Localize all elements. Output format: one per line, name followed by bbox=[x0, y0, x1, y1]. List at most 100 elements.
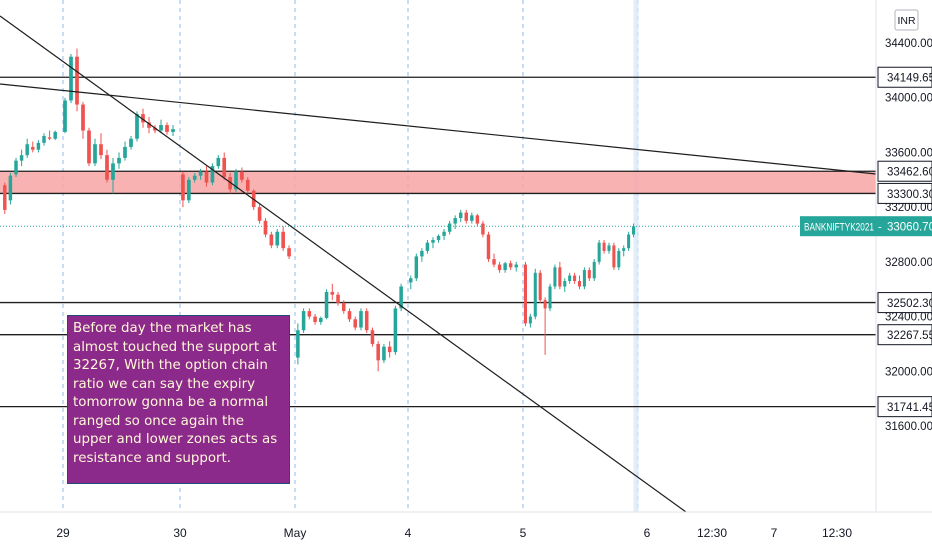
candle[interactable] bbox=[503, 261, 507, 273]
candle[interactable] bbox=[171, 125, 175, 137]
candle[interactable] bbox=[159, 119, 163, 134]
candle[interactable] bbox=[436, 234, 441, 243]
candle[interactable] bbox=[99, 133, 103, 160]
candle[interactable] bbox=[287, 245, 291, 260]
candle[interactable] bbox=[577, 275, 582, 290]
candle[interactable] bbox=[204, 166, 209, 187]
candle[interactable] bbox=[341, 300, 346, 314]
candle[interactable] bbox=[257, 204, 262, 224]
candle[interactable] bbox=[414, 253, 419, 282]
currency-badge[interactable] bbox=[894, 9, 919, 31]
candle[interactable] bbox=[93, 138, 97, 167]
candle[interactable] bbox=[508, 260, 513, 271]
candle[interactable] bbox=[75, 48, 79, 112]
candle[interactable] bbox=[240, 167, 244, 183]
candle[interactable] bbox=[425, 239, 430, 254]
candle[interactable] bbox=[123, 141, 127, 161]
candle[interactable] bbox=[387, 341, 392, 358]
candle[interactable] bbox=[228, 172, 232, 194]
candle[interactable] bbox=[622, 245, 626, 257]
candle[interactable] bbox=[275, 229, 280, 249]
candle[interactable] bbox=[31, 141, 35, 153]
candle[interactable] bbox=[543, 297, 547, 355]
candle[interactable] bbox=[453, 215, 457, 230]
candle[interactable] bbox=[141, 108, 145, 128]
candle[interactable] bbox=[245, 177, 250, 194]
candle[interactable] bbox=[548, 283, 552, 312]
candle[interactable] bbox=[336, 291, 340, 306]
candle[interactable] bbox=[359, 308, 363, 331]
annotation-note[interactable]: Before day the market has almost touched… bbox=[67, 315, 290, 484]
candle[interactable] bbox=[563, 278, 567, 292]
candle[interactable] bbox=[234, 168, 238, 193]
candle[interactable] bbox=[370, 327, 375, 347]
candle[interactable] bbox=[269, 231, 274, 249]
candle[interactable] bbox=[528, 313, 532, 328]
candle[interactable] bbox=[135, 111, 139, 142]
candle[interactable] bbox=[459, 209, 463, 223]
candle[interactable] bbox=[307, 308, 312, 320]
candle[interactable] bbox=[597, 239, 601, 265]
candle[interactable] bbox=[382, 343, 386, 364]
candle[interactable] bbox=[497, 261, 502, 273]
candle[interactable] bbox=[111, 157, 115, 194]
level-price-badge[interactable] bbox=[877, 182, 932, 204]
candle[interactable] bbox=[330, 283, 335, 301]
candle[interactable] bbox=[42, 133, 46, 146]
zone-rect[interactable] bbox=[0, 171, 876, 194]
candle[interactable] bbox=[81, 101, 85, 139]
candle[interactable] bbox=[607, 242, 611, 254]
candle[interactable] bbox=[409, 275, 413, 290]
candle[interactable] bbox=[442, 229, 446, 240]
candle[interactable] bbox=[198, 168, 203, 180]
candle[interactable] bbox=[481, 220, 485, 238]
candle[interactable] bbox=[222, 152, 227, 180]
candle[interactable] bbox=[587, 267, 591, 282]
candle[interactable] bbox=[19, 149, 24, 167]
candle[interactable] bbox=[573, 272, 577, 284]
candle[interactable] bbox=[216, 155, 221, 169]
candle[interactable] bbox=[447, 220, 452, 235]
candle[interactable] bbox=[3, 182, 7, 214]
current-price-tag[interactable] bbox=[800, 216, 932, 237]
level-price-badge[interactable] bbox=[877, 324, 932, 346]
candle[interactable] bbox=[36, 140, 41, 153]
candle[interactable] bbox=[475, 213, 480, 227]
candle[interactable] bbox=[558, 261, 562, 290]
candle[interactable] bbox=[313, 313, 317, 325]
candle[interactable] bbox=[147, 116, 151, 134]
candle[interactable] bbox=[431, 237, 435, 249]
candle[interactable] bbox=[364, 308, 369, 333]
candle[interactable] bbox=[617, 248, 621, 271]
candle[interactable] bbox=[464, 209, 468, 224]
candle[interactable] bbox=[105, 149, 109, 183]
candle[interactable] bbox=[324, 289, 329, 320]
candle[interactable] bbox=[25, 138, 29, 158]
candle[interactable] bbox=[187, 177, 191, 204]
candle[interactable] bbox=[117, 152, 121, 169]
candle[interactable] bbox=[47, 130, 52, 141]
candle[interactable] bbox=[632, 223, 636, 238]
trendline-descending-shallow[interactable] bbox=[0, 83, 877, 175]
candle[interactable] bbox=[192, 172, 197, 183]
candle[interactable] bbox=[87, 127, 91, 167]
candle[interactable] bbox=[592, 259, 596, 282]
level-price-badge[interactable] bbox=[877, 66, 932, 88]
candle[interactable] bbox=[301, 308, 306, 333]
level-price-badge[interactable] bbox=[877, 160, 932, 182]
candle[interactable] bbox=[210, 163, 215, 186]
candle[interactable] bbox=[393, 305, 398, 355]
candle[interactable] bbox=[612, 242, 616, 271]
candle[interactable] bbox=[533, 268, 537, 320]
candle[interactable] bbox=[281, 226, 285, 251]
candle[interactable] bbox=[63, 97, 67, 134]
candle[interactable] bbox=[347, 308, 352, 323]
candle[interactable] bbox=[129, 136, 133, 150]
candle[interactable] bbox=[420, 248, 424, 262]
candle[interactable] bbox=[263, 218, 268, 238]
candle[interactable] bbox=[514, 261, 518, 272]
candle[interactable] bbox=[8, 172, 13, 205]
candle[interactable] bbox=[627, 231, 631, 251]
